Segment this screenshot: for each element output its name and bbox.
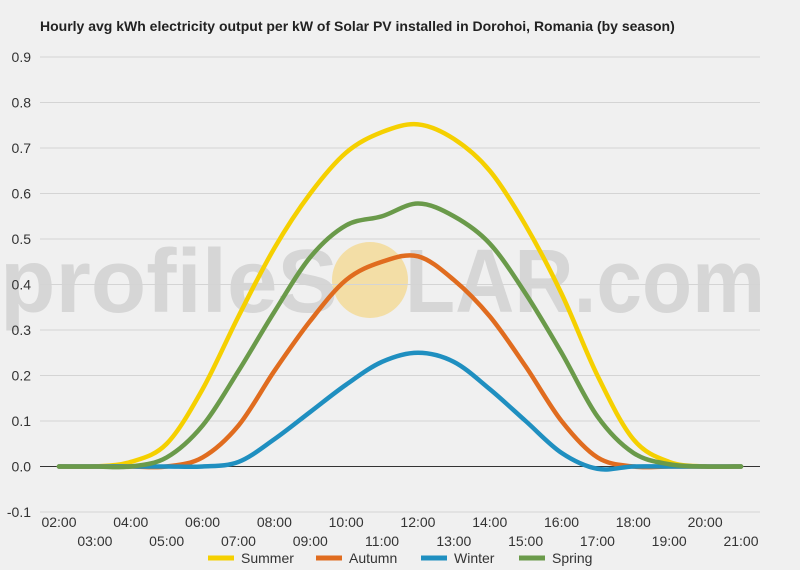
y-tick-label: 0.8 (12, 95, 32, 111)
series-line-summer (56, 121, 744, 470)
x-tick-label: 20:00 (688, 514, 723, 530)
grid (40, 56, 760, 513)
y-tick-label: 0.7 (12, 140, 32, 156)
y-tick-label: 0.9 (12, 49, 32, 65)
y-tick-label: 0.4 (12, 277, 32, 293)
watermark-text-right: LAR.com (405, 232, 765, 332)
x-tick-label: 03:00 (77, 533, 112, 549)
x-tick-label: 21:00 (723, 533, 758, 549)
legend-label-spring: Spring (552, 550, 592, 566)
y-tick-label: 0.3 (12, 322, 32, 338)
x-tick-label: 14:00 (472, 514, 507, 530)
x-tick-label: 16:00 (544, 514, 579, 530)
x-tick-label: 15:00 (508, 533, 543, 549)
y-tick-label: 0.0 (12, 459, 32, 475)
x-tick-label: 02:00 (41, 514, 76, 530)
y-tick-label: 0.1 (12, 413, 32, 429)
x-tick-label: 07:00 (221, 533, 256, 549)
x-tick-label: 18:00 (616, 514, 651, 530)
x-tick-label: 13:00 (436, 533, 471, 549)
legend: Summer Autumn Winter Spring (208, 550, 592, 566)
x-tick-label: 04:00 (113, 514, 148, 530)
x-tick-label: 11:00 (365, 533, 399, 549)
watermark-text-left: profileS (0, 232, 338, 332)
legend-label-summer: Summer (241, 550, 294, 566)
x-tick-label: 06:00 (185, 514, 220, 530)
x-tick-label: 05:00 (149, 533, 184, 549)
legend-label-winter: Winter (454, 550, 495, 566)
series-line-winter (56, 350, 744, 472)
y-axis: -0.1 0.0 0.1 0.2 0.3 0.4 0.5 0.6 0.7 0.8 0.9 (7, 49, 31, 520)
x-tick-label: 08:00 (257, 514, 292, 530)
y-tick-label: 0.2 (12, 368, 32, 384)
legend-label-autumn: Autumn (349, 550, 397, 566)
y-tick-label: -0.1 (7, 504, 31, 520)
x-tick-label: 10:00 (329, 514, 364, 530)
y-tick-label: 0.5 (12, 231, 32, 247)
chart-title: Hourly avg kWh electricity output per kW… (40, 18, 675, 34)
x-tick-label: 17:00 (580, 533, 615, 549)
y-tick-label: 0.6 (12, 186, 32, 202)
x-tick-label: 19:00 (652, 533, 687, 549)
watermark: profileS LAR.com (0, 232, 765, 332)
series-line-spring (56, 201, 744, 470)
x-axis: 02:0003:0004:0005:0006:0007:0008:0009:00… (41, 514, 758, 549)
series-lines (56, 121, 744, 472)
x-tick-label: 12:00 (400, 514, 435, 530)
x-tick-label: 09:00 (293, 533, 328, 549)
